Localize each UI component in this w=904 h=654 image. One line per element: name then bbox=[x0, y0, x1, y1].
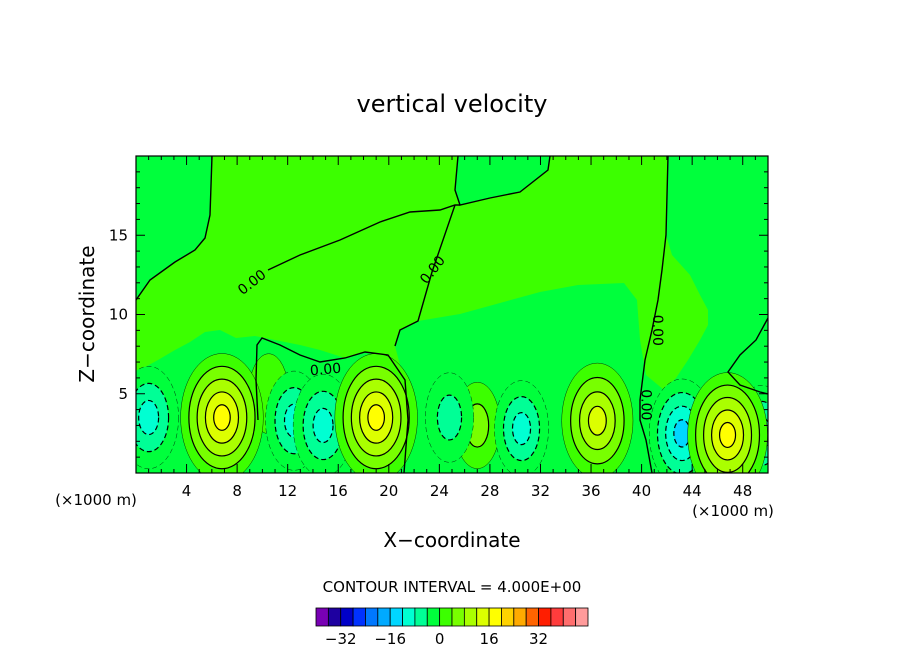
zero-contour-line-rising bbox=[394, 204, 456, 347]
colorbar-swatch bbox=[501, 607, 515, 627]
colorbar-swatch bbox=[575, 607, 589, 627]
colorbar-swatch bbox=[365, 607, 379, 627]
x-tick-label: 12 bbox=[278, 482, 297, 500]
colorbar-swatch bbox=[451, 607, 465, 627]
contour-field bbox=[136, 353, 768, 473]
x-tick-label: 4 bbox=[182, 482, 192, 500]
colorbar-tick-label: 32 bbox=[529, 630, 548, 648]
y-tick-label: 5 bbox=[118, 385, 128, 403]
colorbar-swatch bbox=[402, 607, 416, 627]
contour-cell-group bbox=[687, 372, 768, 473]
contour-cell bbox=[511, 412, 532, 446]
zero-contour-lines bbox=[136, 156, 768, 473]
contour-cell-group bbox=[494, 380, 549, 473]
contour-cell-group bbox=[180, 353, 264, 473]
zero-contour-line-right bbox=[639, 156, 669, 473]
x-tick-label: 16 bbox=[329, 482, 348, 500]
contour-cell bbox=[138, 399, 160, 436]
colorbar-swatch bbox=[340, 607, 354, 627]
colorbar-swatch bbox=[315, 607, 329, 627]
contour-cell-group bbox=[561, 362, 634, 473]
x-tick-label: 20 bbox=[379, 482, 398, 500]
contour-value-label: 0.00 bbox=[637, 389, 653, 420]
chart-title: vertical velocity bbox=[357, 90, 548, 118]
contour-cell bbox=[587, 405, 607, 436]
colorbar-tick-label: −32 bbox=[325, 630, 357, 648]
x-axis-unit-left: (×1000 m) bbox=[55, 491, 137, 509]
contour-cell bbox=[312, 407, 334, 444]
colorbar-swatch bbox=[389, 607, 403, 627]
contour-cell-group bbox=[136, 366, 179, 469]
contour-value-label: 0.00 bbox=[649, 315, 665, 346]
x-tick-label: 48 bbox=[733, 482, 752, 500]
colorbar-swatch bbox=[525, 607, 539, 627]
colorbar-swatch bbox=[550, 607, 564, 627]
colorbar-tick-label: −16 bbox=[374, 630, 406, 648]
colorbar-swatch bbox=[439, 607, 453, 627]
zero-contour-line-middle bbox=[454, 156, 551, 206]
x-axis: 4 8 12 16 20 24 28 32 36 40 44 48 bbox=[148, 156, 756, 500]
y-axis: 5 10 15 bbox=[109, 171, 768, 458]
x-tick-label: 8 bbox=[232, 482, 242, 500]
zero-contour-line-right-tail bbox=[727, 317, 768, 395]
x-tick-label: 36 bbox=[581, 482, 600, 500]
contour-cell-group bbox=[425, 372, 474, 463]
x-axis-label: X−coordinate bbox=[383, 528, 520, 552]
zero-contour-line-diagonal bbox=[267, 204, 460, 271]
y-tick-label: 15 bbox=[109, 226, 128, 244]
colorbar-swatch bbox=[414, 607, 428, 627]
contour-value-label: 0.00 bbox=[309, 361, 341, 380]
x-tick-label: 24 bbox=[430, 482, 449, 500]
contour-cell bbox=[436, 394, 463, 441]
zero-contour-region-upper bbox=[136, 156, 708, 390]
colorbar-swatch bbox=[476, 607, 490, 627]
colorbar-swatch bbox=[488, 607, 502, 627]
colorbar-tick-label: 16 bbox=[480, 630, 499, 648]
plot-area bbox=[136, 156, 768, 473]
contour-cell bbox=[718, 421, 737, 449]
contour-cell-group bbox=[334, 353, 418, 473]
colorbar: −32 −16 0 16 32 bbox=[315, 607, 589, 648]
colorbar-swatch bbox=[327, 607, 342, 627]
zero-contour-line-low bbox=[255, 337, 409, 473]
colorbar-swatch bbox=[352, 607, 366, 627]
colorbar-swatch bbox=[463, 607, 478, 627]
colorbar-swatch bbox=[426, 607, 441, 627]
contour-cell bbox=[367, 404, 386, 431]
colorbar-tick-label: 0 bbox=[435, 630, 445, 648]
colorbar-swatch bbox=[513, 607, 527, 627]
contour-cell bbox=[213, 404, 231, 431]
contour-interval-text: CONTOUR INTERVAL = 4.000E+00 bbox=[323, 578, 582, 596]
colorbar-swatch bbox=[538, 607, 552, 627]
y-axis-label: Z−coordinate bbox=[75, 245, 99, 382]
x-tick-label: 44 bbox=[683, 482, 702, 500]
zero-contour-line-left bbox=[136, 156, 213, 301]
x-tick-label: 28 bbox=[480, 482, 499, 500]
x-tick-label: 40 bbox=[632, 482, 651, 500]
x-tick-label: 32 bbox=[531, 482, 550, 500]
colorbar-swatch bbox=[377, 607, 391, 627]
x-axis-unit-right: (×1000 m) bbox=[692, 502, 774, 520]
colorbar-swatch bbox=[562, 607, 577, 627]
y-tick-label: 10 bbox=[109, 306, 128, 324]
